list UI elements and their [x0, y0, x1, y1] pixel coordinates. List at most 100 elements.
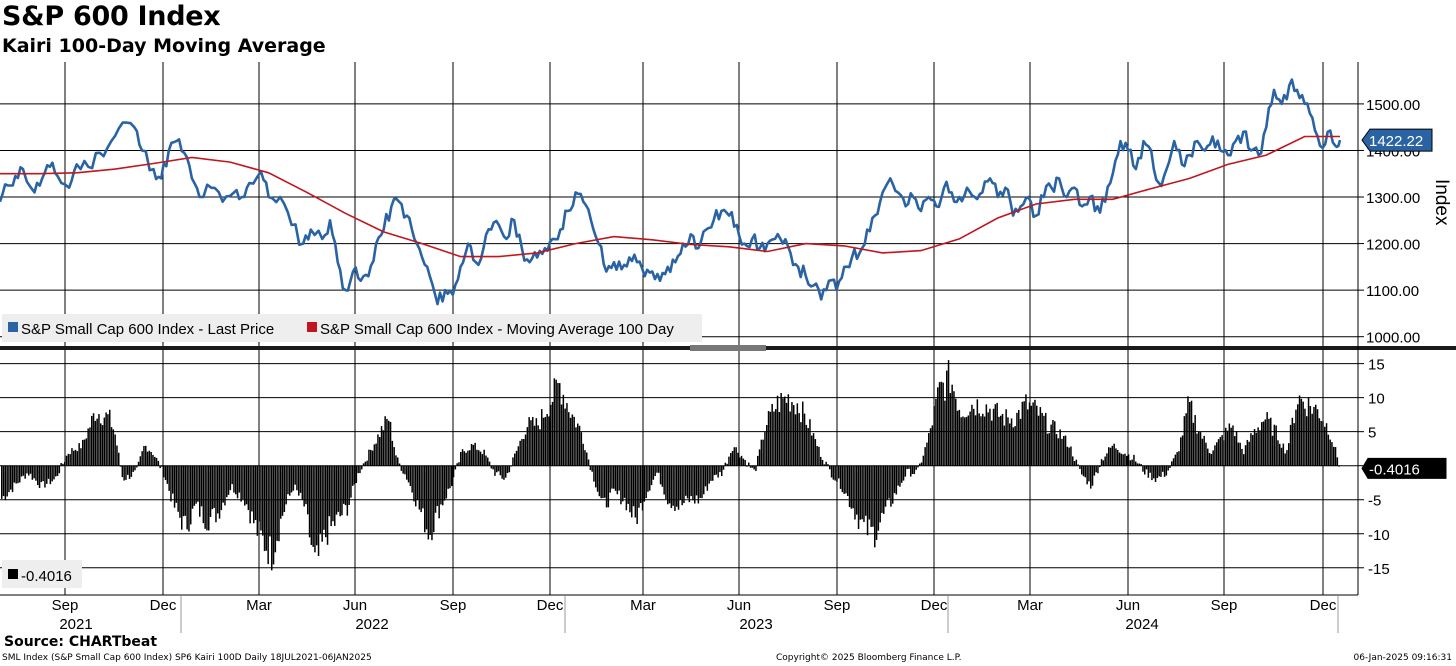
- kairi-bar: [537, 425, 539, 466]
- kairi-bar: [406, 465, 408, 480]
- kairi-bar: [1118, 452, 1121, 466]
- kairi-bar: [521, 438, 523, 466]
- kairi-bar: [744, 459, 746, 466]
- kairi-bar: [767, 411, 770, 466]
- kairi-bar: [1279, 443, 1281, 466]
- kairi-bar: [816, 446, 818, 466]
- kairi-bar: [411, 465, 413, 493]
- kairi-bar: [267, 465, 269, 565]
- kairi-bar: [847, 465, 849, 497]
- kairi-bar: [137, 461, 140, 466]
- kairi-bar: [976, 399, 979, 466]
- kairi-bar: [1289, 424, 1292, 466]
- kairi-bar: [1131, 459, 1133, 466]
- kairi-bar: [1325, 423, 1328, 466]
- kairi-bar: [94, 420, 97, 466]
- kairi-bar: [946, 370, 948, 466]
- kairi-bar: [802, 401, 804, 466]
- kairi-bar: [825, 461, 827, 466]
- kairi-bar: [1282, 443, 1285, 466]
- kairi-bar: [1223, 440, 1225, 466]
- kairi-bar: [724, 462, 727, 466]
- kairi-bar: [283, 465, 286, 513]
- x-month-label: Jun: [343, 597, 367, 614]
- kairi-bar: [44, 465, 46, 488]
- kairi-bar: [110, 427, 113, 466]
- kairi-bar: [280, 465, 282, 519]
- kairi-bar: [1021, 401, 1024, 466]
- kairi-bar: [299, 465, 302, 493]
- kairi-bar: [472, 444, 475, 466]
- kairi-bar: [224, 465, 226, 506]
- kairi-bar: [258, 465, 260, 522]
- kairi-bar: [308, 465, 311, 538]
- kairi-bar: [343, 465, 345, 504]
- footer-copyright: Copyright© 2025 Bloomberg Finance L.P.: [776, 653, 962, 663]
- kairi-bar: [564, 408, 566, 466]
- kairi-bar: [913, 465, 916, 475]
- kairi-bar: [449, 465, 451, 489]
- kairi-bar: [1095, 465, 1097, 473]
- kairi-bar: [776, 395, 779, 466]
- kairi-bar: [1151, 465, 1153, 481]
- kairi-bar: [749, 465, 752, 468]
- kairi-bar: [839, 465, 842, 489]
- kairi-bar: [1115, 448, 1117, 466]
- kairi-bar: [325, 465, 327, 538]
- kairi-bar: [1190, 400, 1193, 466]
- kairi-bar: [416, 465, 419, 501]
- kairi-bar: [1109, 447, 1112, 466]
- kairi-bar: [863, 465, 865, 522]
- kairi-bar: [1014, 426, 1016, 466]
- kairi-bar: [1194, 415, 1196, 466]
- kairi-bar: [46, 465, 48, 484]
- kairi-bar: [1162, 465, 1164, 472]
- kairi-bar: [924, 447, 926, 466]
- kairi-bar: [191, 465, 194, 509]
- kairi-bar: [908, 465, 910, 469]
- kairi-bar: [1333, 446, 1335, 466]
- kairi-bar: [769, 411, 772, 466]
- kairi-bar: [643, 465, 646, 502]
- kairi-bar: [269, 465, 271, 537]
- kairi-bar: [1253, 428, 1256, 466]
- kairi-bar: [391, 440, 394, 466]
- kairi-bar: [964, 417, 966, 466]
- kairi-bar: [206, 465, 208, 531]
- kairi-bar: [510, 465, 512, 467]
- kairi-bar: [1075, 459, 1078, 466]
- kairi-bar: [848, 465, 851, 508]
- kairi-bar: [470, 444, 473, 466]
- kairi-bar: [919, 463, 921, 466]
- kairi-bar: [1196, 433, 1198, 466]
- kairi-bar: [1327, 434, 1330, 466]
- kairi-bar: [1010, 418, 1013, 466]
- kairi-bar: [796, 403, 799, 466]
- kairi-bar: [670, 465, 673, 509]
- kairi-bar: [665, 465, 667, 500]
- x-month-label: Sep: [440, 597, 467, 614]
- legend-swatch-ma: [307, 322, 317, 332]
- kairi-bar: [857, 465, 860, 529]
- kairi-bar: [1045, 412, 1047, 466]
- kairi-bar: [591, 465, 593, 472]
- x-year-label: 2021: [59, 616, 92, 633]
- kairi-bar: [26, 465, 28, 474]
- kairi-bar: [829, 465, 831, 470]
- kairi-bar: [274, 465, 277, 553]
- kairi-bar: [499, 465, 502, 476]
- kairi-bar: [931, 425, 934, 466]
- kairi-bar: [618, 465, 620, 491]
- kairi-bar: [1230, 427, 1232, 466]
- kairi-bar: [1099, 465, 1101, 468]
- kairi-bar: [1221, 435, 1223, 466]
- kairi-bar: [150, 451, 152, 466]
- kairi-bar: [253, 465, 255, 524]
- kairi-bar: [184, 465, 187, 516]
- kairi-bar: [355, 465, 358, 484]
- kairi-bar: [38, 465, 41, 488]
- kairi-bar: [371, 450, 374, 466]
- kairi-bar: [373, 444, 376, 466]
- kairi-bar: [694, 465, 696, 504]
- kairi-bar: [13, 465, 16, 483]
